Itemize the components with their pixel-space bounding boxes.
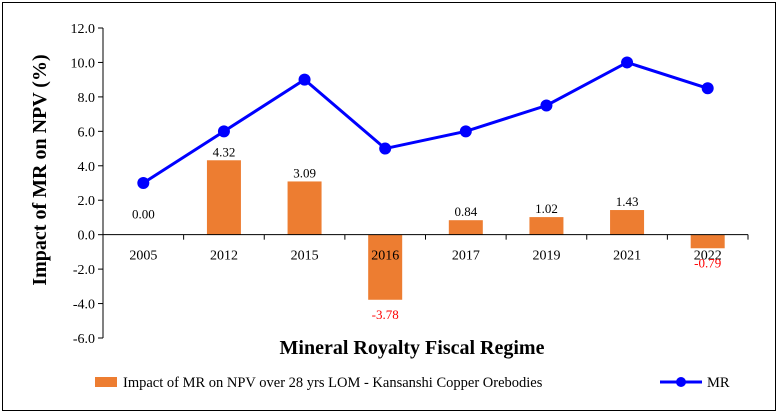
mr-point (621, 56, 634, 69)
legend-line-marker (676, 377, 686, 387)
bar-series (206, 160, 725, 300)
mr-point (298, 73, 311, 86)
x-tick-label: 2016 (371, 249, 399, 264)
bar (690, 234, 725, 249)
bar-data-label: 4.32 (213, 144, 236, 159)
data-labels: 0.00 4.32 3.09 -3.78 0.84 1.02 1.43 -0.79 (132, 144, 721, 322)
bar-data-label: 0.84 (454, 204, 477, 219)
x-tick-label: 2021 (613, 249, 641, 264)
legend-line-label: MR (707, 375, 730, 391)
bar (368, 234, 403, 300)
bar-data-label: 3.09 (293, 165, 316, 180)
legend: Impact of MR on NPV over 28 yrs LOM - Ka… (95, 375, 730, 391)
legend-bar-swatch (95, 377, 117, 387)
line-series (137, 56, 714, 189)
y-tick-label: -4.0 (73, 298, 95, 313)
bar-data-label: 1.43 (616, 194, 639, 209)
legend-bar-label: Impact of MR on NPV over 28 yrs LOM - Ka… (123, 375, 543, 391)
y-tick-label: 6.0 (78, 125, 96, 140)
mr-point (137, 177, 150, 189)
y-tick-label: 12.0 (71, 22, 96, 37)
bar (610, 210, 645, 235)
bar (287, 181, 322, 235)
bar (448, 220, 483, 235)
mr-point (540, 99, 553, 112)
x-tick-label: 2015 (291, 249, 319, 264)
bar-data-label: -0.79 (694, 255, 721, 270)
y-tick-label: 0.0 (78, 229, 96, 244)
chart-frame (2, 2, 776, 411)
y-axis: 12.0 10.0 8.0 6.0 4.0 2.0 0.0 -2.0 -4.0 -6.0 (71, 22, 104, 347)
y-tick-label: 10.0 (71, 56, 96, 71)
y-tick-label: 4.0 (78, 160, 96, 175)
x-tick-label: 2019 (532, 249, 560, 264)
bar-data-label: -3.78 (372, 307, 399, 322)
x-tick-label: 2012 (210, 249, 238, 264)
y-tick-label: 2.0 (78, 194, 96, 209)
x-axis: 2005 2012 2015 2016 2017 2019 2021 2022 (102, 234, 749, 264)
mr-point (459, 125, 472, 138)
y-axis-title: Impact of MR on NPV (%) (29, 54, 51, 285)
x-tick-label: 2005 (129, 249, 157, 264)
mr-line (142, 60, 709, 185)
bar-data-label: 1.02 (535, 201, 558, 216)
mr-point (379, 142, 392, 155)
x-axis-title: Mineral Royalty Fiscal Regime (280, 337, 545, 359)
bar (206, 160, 241, 235)
y-tick-label: -2.0 (73, 263, 95, 278)
mr-point (217, 125, 230, 138)
y-tick-label: -6.0 (73, 332, 95, 347)
x-tick-label: 2017 (452, 249, 480, 264)
x-tick-label: 2022 (694, 249, 722, 264)
y-tick-label: 8.0 (78, 91, 96, 106)
bar (529, 217, 564, 235)
bar-data-label: 0.00 (132, 207, 155, 222)
mr-point (701, 82, 714, 95)
